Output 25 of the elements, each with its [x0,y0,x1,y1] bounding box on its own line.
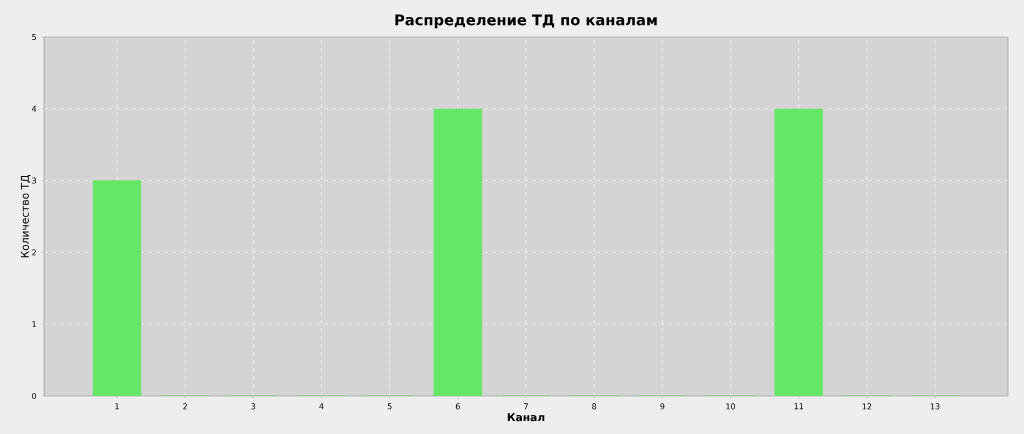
x-tick-label: 8 [592,403,597,410]
x-tick-label: 2 [183,403,187,410]
bar [774,108,823,396]
x-tick-label: 7 [524,403,528,410]
y-tick-label: 4 [31,105,37,112]
y-tick-label: 1 [32,321,36,328]
x-tick-label: 4 [319,403,324,410]
y-tick-label: 3 [32,177,36,184]
x-tick-label: 5 [387,403,392,410]
x-tick-label: 12 [862,403,872,410]
chart-title: Распределение ТД по каналам [395,14,657,29]
y-tick-label: 0 [32,392,37,399]
x-tick-label: 3 [251,403,256,410]
x-tick-label: 9 [660,403,665,410]
x-tick-label: 1 [115,403,119,410]
x-tick-label: 13 [930,403,940,410]
y-tick-label: 2 [32,249,36,256]
x-tick-label: 10 [726,403,736,410]
y-axis-title: Количество ТД [20,175,31,258]
bar [92,180,142,396]
bar [433,108,483,396]
y-tick-label: 5 [32,34,36,40]
x-axis-title: Канал [507,413,545,422]
x-tick-label: 6 [455,403,460,410]
x-tick-label: 11 [794,403,804,410]
